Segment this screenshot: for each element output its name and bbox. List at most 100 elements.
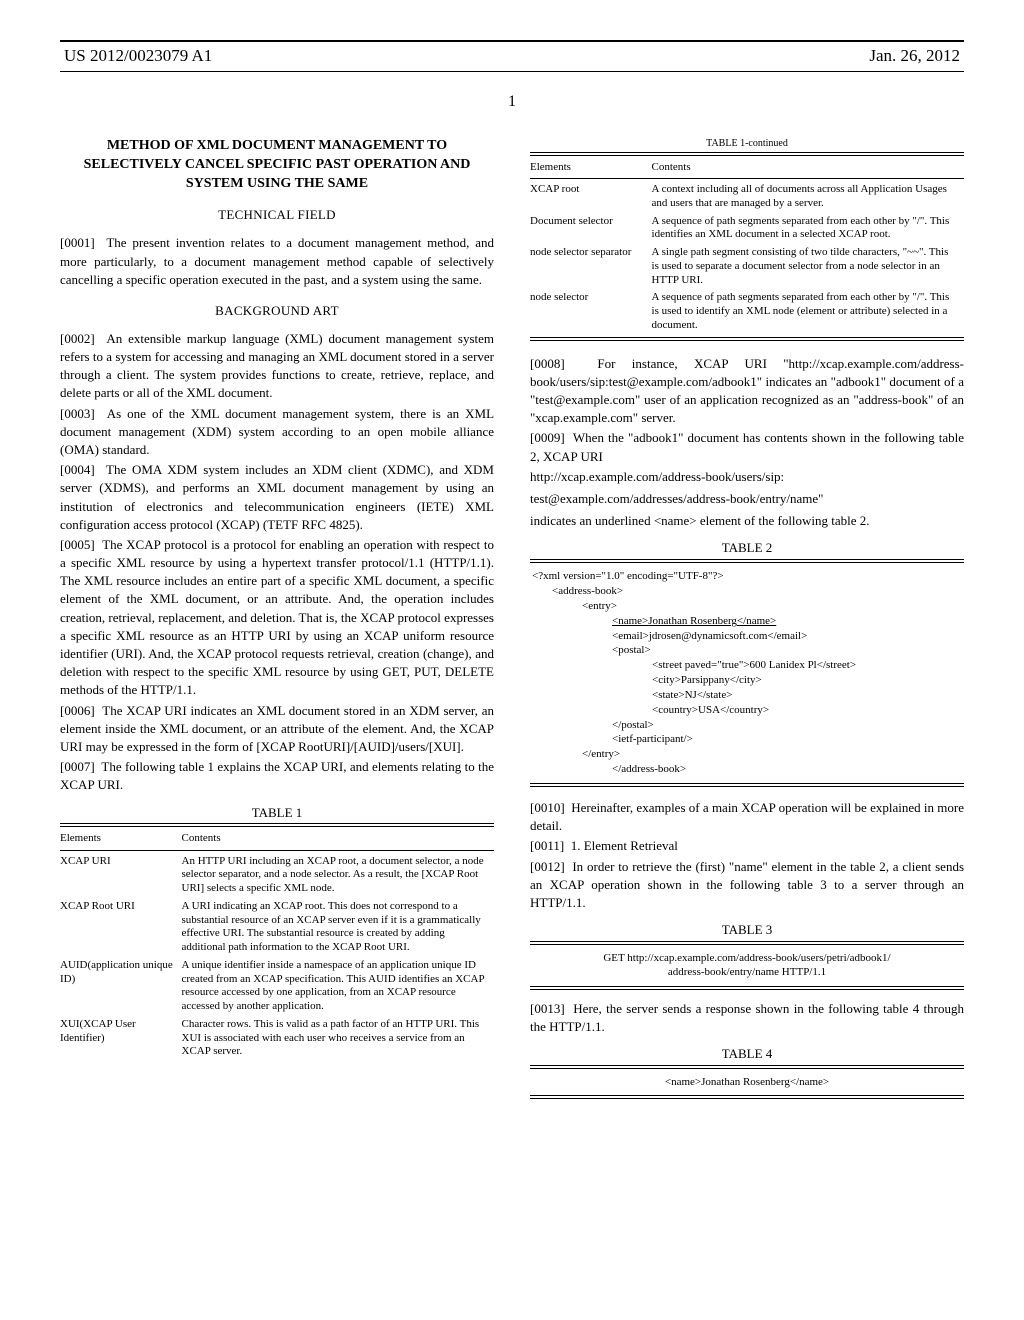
para-num: [0005]	[60, 537, 95, 552]
table-rule	[530, 559, 964, 560]
table-cell: A unique identifier inside a namespace o…	[182, 957, 494, 1016]
table-row: node selector A sequence of path segment…	[530, 289, 964, 334]
para-num: [0013]	[530, 1001, 565, 1016]
http-get-line1: GET http://xcap.example.com/address-book…	[530, 951, 964, 965]
table-cell: XCAP Root URI	[60, 898, 182, 957]
table-row: XUI(XCAP User Identifier) Character rows…	[60, 1016, 494, 1061]
table-cell: A sequence of path segments separated fr…	[652, 213, 964, 245]
para-num: [0004]	[60, 462, 95, 477]
xml-line: <street paved="true">600 Lanidex Pl</str…	[532, 658, 856, 673]
para-text: The XCAP URI indicates an XML document s…	[60, 703, 494, 754]
table-rule	[530, 1095, 964, 1096]
table-row: XCAP URI An HTTP URI including an XCAP r…	[60, 853, 494, 898]
xml-line: <state>NJ</state>	[532, 688, 732, 703]
table-3-content: GET http://xcap.example.com/address-book…	[530, 947, 964, 984]
http-get-line2: address-book/entry/name HTTP/1.1	[530, 965, 964, 979]
para-text: The OMA XDM system includes an XDM clien…	[60, 462, 494, 532]
header-right: Jan. 26, 2012	[869, 45, 960, 67]
table-rule	[60, 826, 494, 827]
para-0007: [0007] The following table 1 explains th…	[60, 758, 494, 794]
para-text: As one of the XML document management sy…	[60, 406, 494, 457]
patent-page: US 2012/0023079 A1 Jan. 26, 2012 1 METHO…	[0, 0, 1024, 1131]
table1-caption: TABLE 1	[60, 805, 494, 822]
table-rule	[60, 850, 494, 851]
table-row: AUID(application unique ID) A unique ide…	[60, 957, 494, 1016]
table-rule	[530, 155, 964, 156]
table-cell: Character rows. This is valid as a path …	[182, 1016, 494, 1061]
right-column: TABLE 1-continued Elements Contents XCAP…	[530, 137, 964, 1101]
table-header-row: Elements Contents	[60, 829, 494, 847]
table-cell: A sequence of path segments separated fr…	[652, 289, 964, 334]
xml-line: <entry>	[532, 599, 617, 614]
para-text: An extensible markup language (XML) docu…	[60, 331, 494, 401]
name-open-tag: <name>	[612, 615, 648, 627]
table-cell: XCAP URI	[60, 853, 182, 898]
table-row: node selector separator A single path se…	[530, 244, 964, 289]
table-rule	[530, 944, 964, 945]
para-0005: [0005] The XCAP protocol is a protocol f…	[60, 536, 494, 700]
table-1-body: XCAP URI An HTTP URI including an XCAP r…	[60, 853, 494, 1062]
table-row: XCAP root A context including all of doc…	[530, 181, 964, 213]
para-text: When the "adbook1" document has contents…	[530, 430, 964, 463]
table-rule	[60, 823, 494, 824]
para-text: In order to retrieve the (first) "name" …	[530, 859, 964, 910]
table-cell: A single path segment consisting of two …	[652, 244, 964, 289]
table-header-cell: Elements	[60, 829, 182, 847]
para-text: For instance, XCAP URI "http://xcap.exam…	[530, 356, 964, 426]
para-num: [0011]	[530, 838, 564, 853]
page-number: 1	[60, 92, 964, 113]
xml-line: <ietf-participant/>	[532, 732, 693, 747]
para-0011: [0011] 1. Element Retrieval	[530, 837, 964, 855]
table-rule	[530, 337, 964, 338]
two-column-layout: METHOD OF XML DOCUMENT MANAGEMENT TO SEL…	[60, 137, 964, 1101]
table-rule	[530, 786, 964, 787]
para-num: [0006]	[60, 703, 95, 718]
para-0003: [0003] As one of the XML document manage…	[60, 405, 494, 460]
para-num: [0010]	[530, 800, 565, 815]
para-0009d: indicates an underlined <name> element o…	[530, 512, 964, 530]
left-column: METHOD OF XML DOCUMENT MANAGEMENT TO SEL…	[60, 137, 494, 1101]
xml-line: </address-book>	[532, 762, 686, 777]
table-4-content: <name>Jonathan Rosenberg</name>	[530, 1071, 964, 1093]
para-0001: [0001] The present invention relates to …	[60, 234, 494, 289]
para-text: The XCAP protocol is a protocol for enab…	[60, 537, 494, 698]
xml-line: <city>Parsippany</city>	[532, 673, 762, 688]
para-0009c: test@example.com/addresses/address-book/…	[530, 490, 964, 508]
table-rule	[530, 340, 964, 341]
table-rule	[530, 178, 964, 179]
table-cell: node selector	[530, 289, 652, 334]
table-rule	[530, 1068, 964, 1069]
name-close-tag: </name>	[737, 615, 776, 627]
table-cell: Document selector	[530, 213, 652, 245]
para-0013: [0013] Here, the server sends a response…	[530, 1000, 964, 1036]
para-num: [0001]	[60, 235, 95, 250]
para-0010: [0010] Hereinafter, examples of a main X…	[530, 799, 964, 835]
table4-caption: TABLE 4	[530, 1046, 964, 1063]
table-1: Elements Contents	[60, 829, 494, 847]
xml-line: </postal>	[532, 718, 654, 733]
table-cell: A context including all of documents acr…	[652, 181, 964, 213]
para-text: Hereinafter, examples of a main XCAP ope…	[530, 800, 964, 833]
para-text: The present invention relates to a docum…	[60, 235, 494, 286]
table-cell: XUI(XCAP User Identifier)	[60, 1016, 182, 1061]
document-title: METHOD OF XML DOCUMENT MANAGEMENT TO SEL…	[60, 137, 494, 194]
para-0009b: http://xcap.example.com/address-book/use…	[530, 468, 964, 486]
table-cell: An HTTP URI including an XCAP root, a do…	[182, 853, 494, 898]
para-num: [0002]	[60, 331, 95, 346]
table-row: XCAP Root URI A URI indicating an XCAP r…	[60, 898, 494, 957]
para-num: [0009]	[530, 430, 565, 445]
xml-line: <email>jdrosen@dynamicsoft.com</email>	[532, 629, 807, 644]
para-text: 1. Element Retrieval	[571, 838, 678, 853]
para-text: The following table 1 explains the XCAP …	[60, 759, 494, 792]
xml-line: <address-book>	[532, 584, 623, 599]
page-header: US 2012/0023079 A1 Jan. 26, 2012	[60, 40, 964, 72]
xml-line-name: <name>Jonathan Rosenberg</name>	[532, 614, 776, 629]
table3-caption: TABLE 3	[530, 922, 964, 939]
para-0004: [0004] The OMA XDM system includes an XD…	[60, 461, 494, 534]
xml-line: </entry>	[532, 747, 620, 762]
para-0008: [0008] For instance, XCAP URI "http://xc…	[530, 355, 964, 428]
table-header-row: Elements Contents	[530, 158, 964, 176]
table-2-xml: <?xml version="1.0" encoding="UTF-8"?> <…	[530, 565, 964, 781]
para-0002: [0002] An extensible markup language (XM…	[60, 330, 494, 403]
table-1-continued-body: XCAP root A context including all of doc…	[530, 181, 964, 335]
